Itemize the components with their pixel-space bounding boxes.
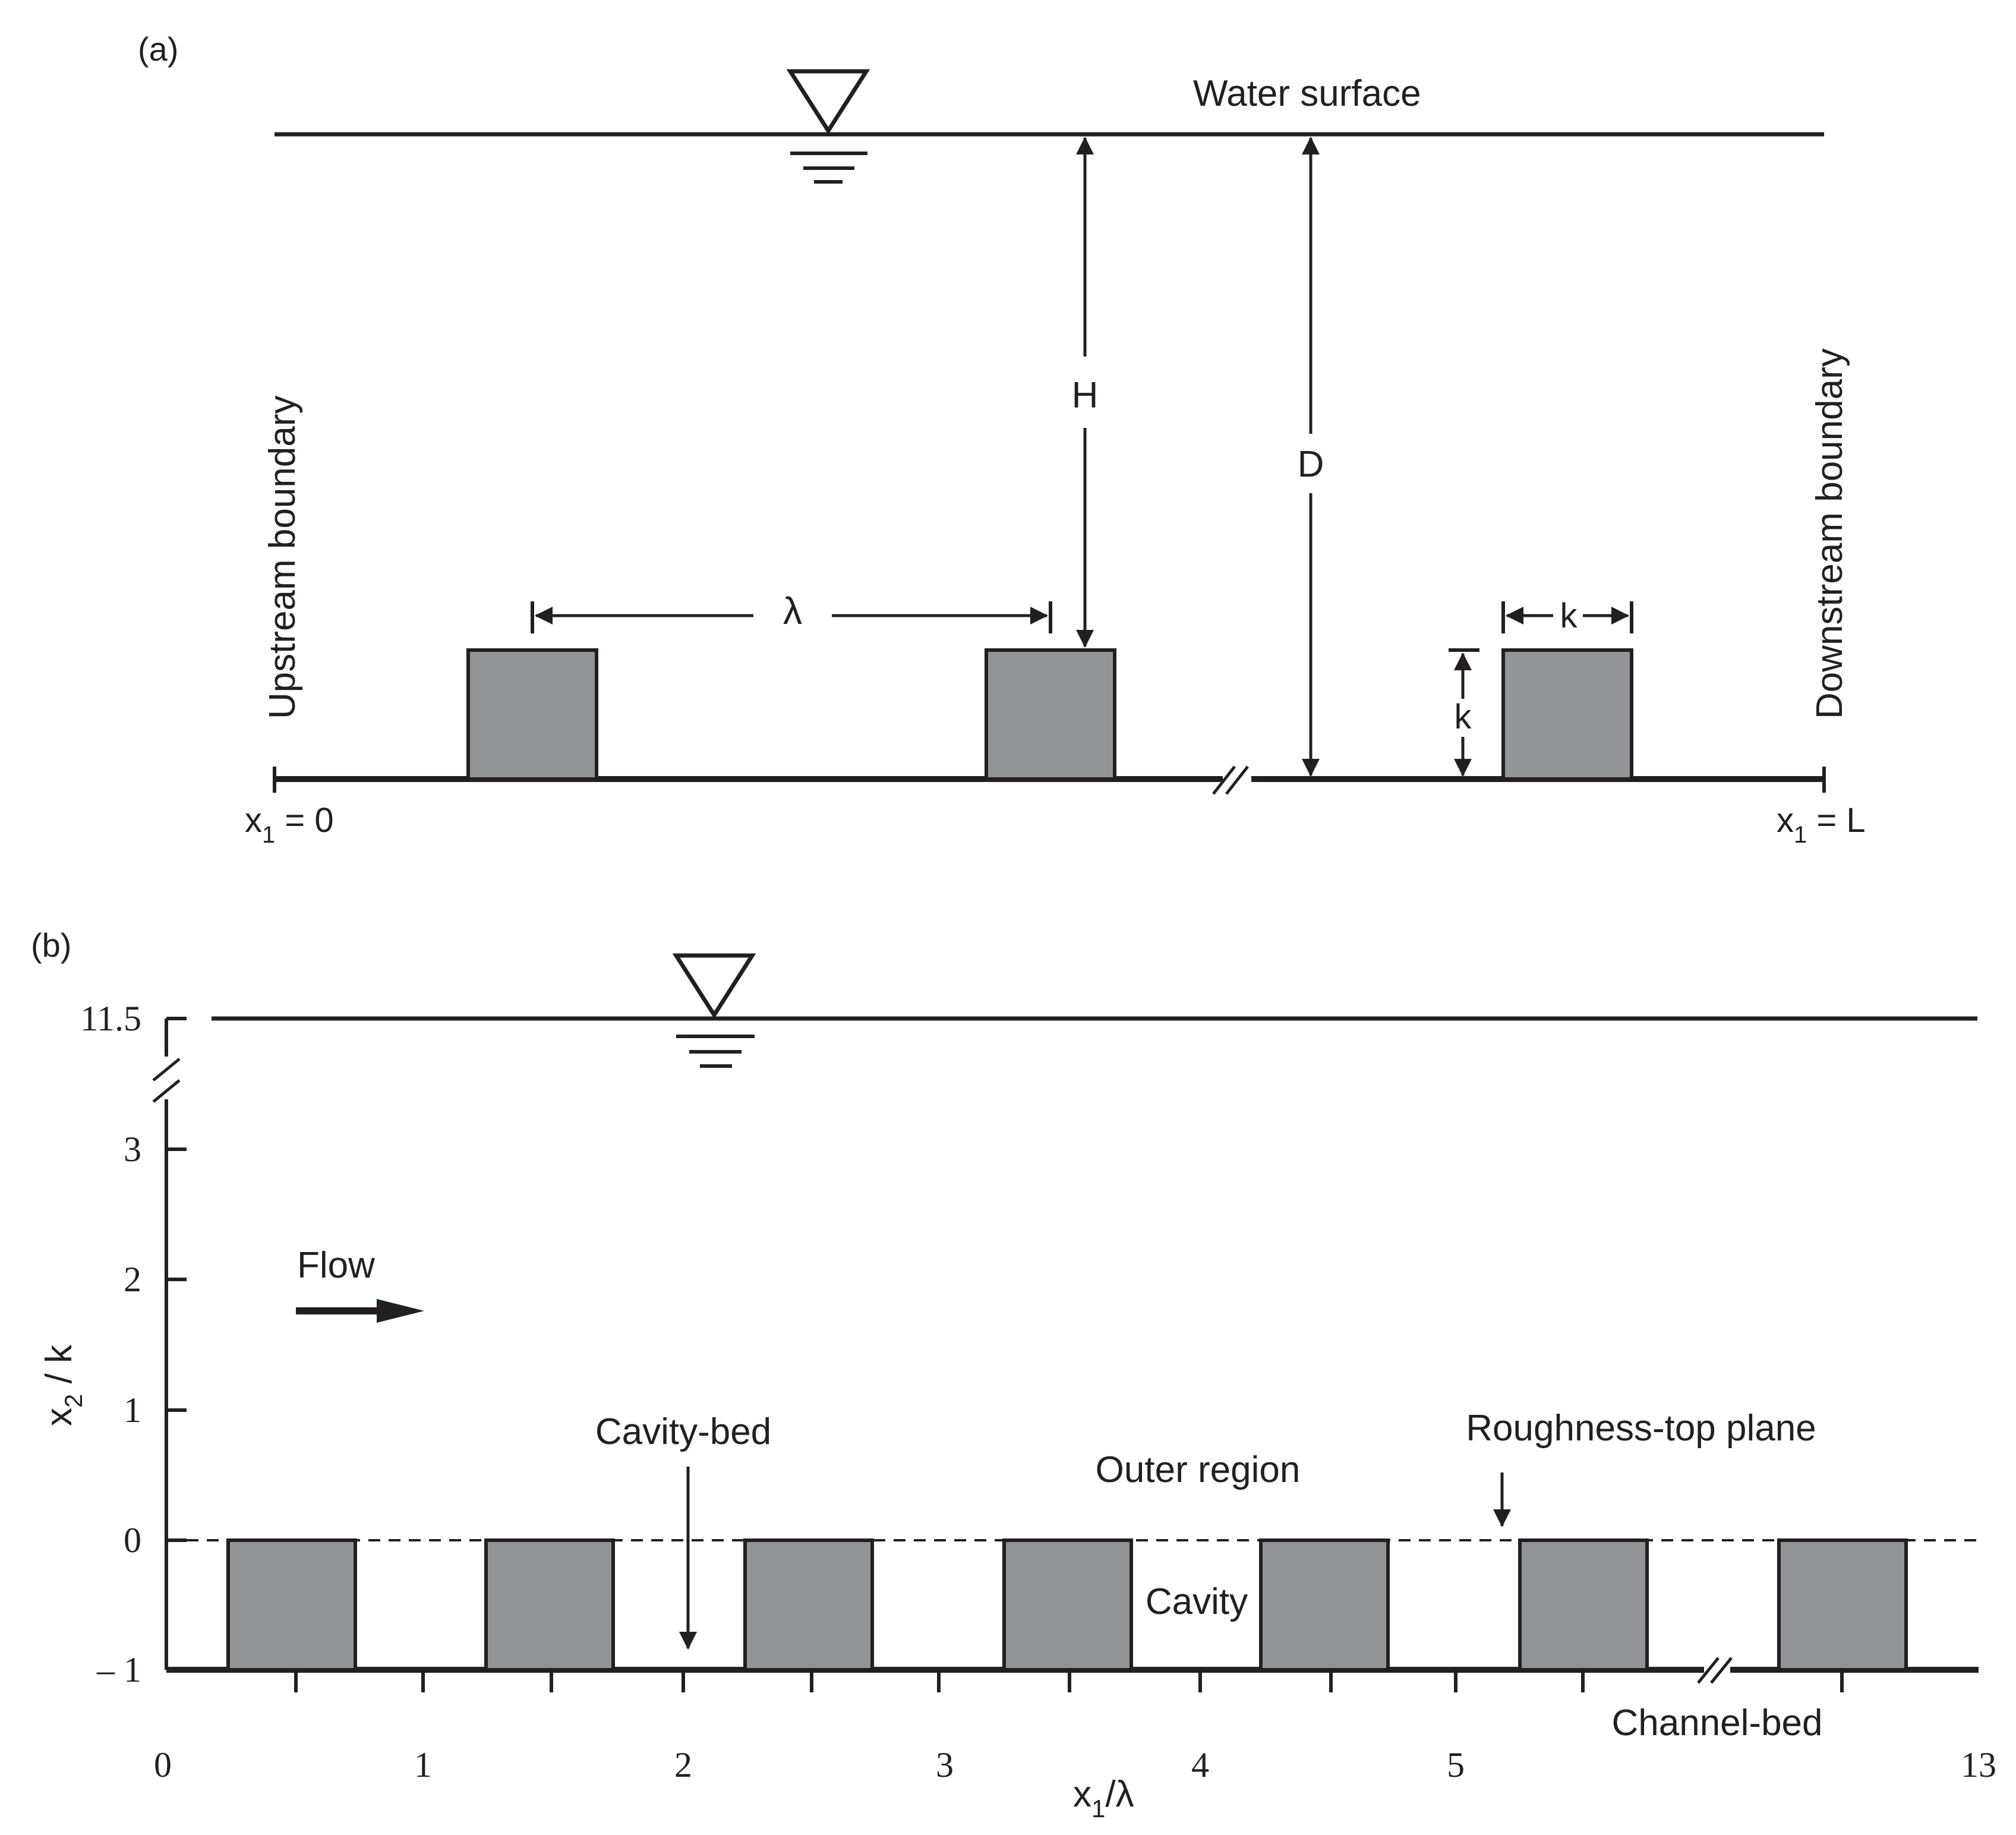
cavity-label: Cavity: [1146, 1581, 1248, 1622]
roughness-block-b: [484, 1538, 615, 1672]
d-label: D: [1298, 444, 1324, 485]
k-width-dimension: [1501, 601, 1633, 633]
water-level-symbol-b: [672, 953, 756, 1068]
x-start-label: x1 = 0: [245, 801, 334, 848]
x-tick-label: 4: [1191, 1745, 1209, 1784]
upstream-boundary-label: Upstream boundary: [262, 396, 303, 720]
x-tick-label: 2: [674, 1745, 692, 1784]
roughness-block-b: [743, 1538, 874, 1672]
panel-a-label: (a): [138, 30, 178, 68]
x-tick-label: 3: [936, 1745, 954, 1784]
panel-a: (a) Water surface Upstream boundary Down…: [138, 30, 1866, 848]
water-surface-label: Water surface: [1193, 73, 1421, 114]
outer-region-label: Outer region: [1096, 1449, 1301, 1490]
x-tick-label: 13: [1961, 1745, 1996, 1784]
roughness-block-a: [1501, 648, 1633, 781]
x-tick-label: 5: [1447, 1745, 1465, 1784]
cavity-bed-label: Cavity-bed: [595, 1411, 771, 1452]
y-tick-label: 3: [124, 1130, 141, 1169]
roughness-block-a: [466, 648, 598, 781]
h-label: H: [1072, 375, 1099, 416]
lambda-label: λ: [783, 589, 802, 632]
x-axis-ticks: [294, 1670, 1844, 1692]
y-axis: [152, 1017, 187, 1670]
x-tick-label: 0: [154, 1745, 172, 1784]
x-tick-label: 1: [414, 1745, 432, 1784]
k-height-label: k: [1455, 698, 1472, 736]
panel-b: (b) 11.5 3 2 1 0 – 1 x2 / k: [31, 926, 1996, 1823]
channel-bed-label: Channel-bed: [1611, 1702, 1822, 1743]
roughness-block-b: [1518, 1538, 1649, 1672]
roughness-block-b: [1002, 1538, 1133, 1672]
k-height-dimension: [1449, 648, 1479, 777]
y-tick-label: 1: [124, 1391, 141, 1430]
roughness-top-label: Roughness-top plane: [1466, 1408, 1816, 1449]
water-level-symbol: [786, 69, 870, 184]
roughness-block-a: [985, 648, 1116, 781]
panel-b-label: (b): [31, 926, 71, 964]
roughness-block-b: [1777, 1538, 1908, 1672]
y-tick-label: – 1: [96, 1650, 141, 1689]
flow-arrow-icon: [296, 1299, 424, 1323]
x-axis-title: x1/λ: [1073, 1774, 1134, 1823]
y-tick-label: 2: [124, 1260, 141, 1299]
y-axis-title: x2 / k: [39, 1344, 87, 1426]
y-tick-label: 0: [124, 1521, 141, 1560]
lambda-dimension: [531, 601, 1052, 633]
roughness-block-b: [226, 1538, 357, 1672]
flow-label: Flow: [297, 1245, 375, 1286]
y-tick-label: 11.5: [80, 999, 141, 1038]
k-width-label: k: [1560, 597, 1578, 635]
x-end-label: x1 = L: [1777, 801, 1866, 848]
roughness-block-b: [1259, 1538, 1390, 1672]
downstream-boundary-label: Downstream boundary: [1809, 348, 1850, 719]
